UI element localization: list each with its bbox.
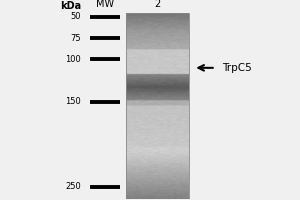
Text: 250: 250 — [66, 182, 81, 191]
Bar — [126, 13, 189, 199]
Text: 100: 100 — [66, 55, 81, 64]
Text: kDa: kDa — [60, 1, 81, 11]
Text: 2: 2 — [154, 0, 161, 9]
Text: MW: MW — [96, 0, 114, 9]
Text: 50: 50 — [71, 12, 81, 21]
Text: 75: 75 — [71, 34, 81, 43]
Text: 150: 150 — [66, 97, 81, 106]
Text: TrpC5: TrpC5 — [222, 63, 251, 73]
